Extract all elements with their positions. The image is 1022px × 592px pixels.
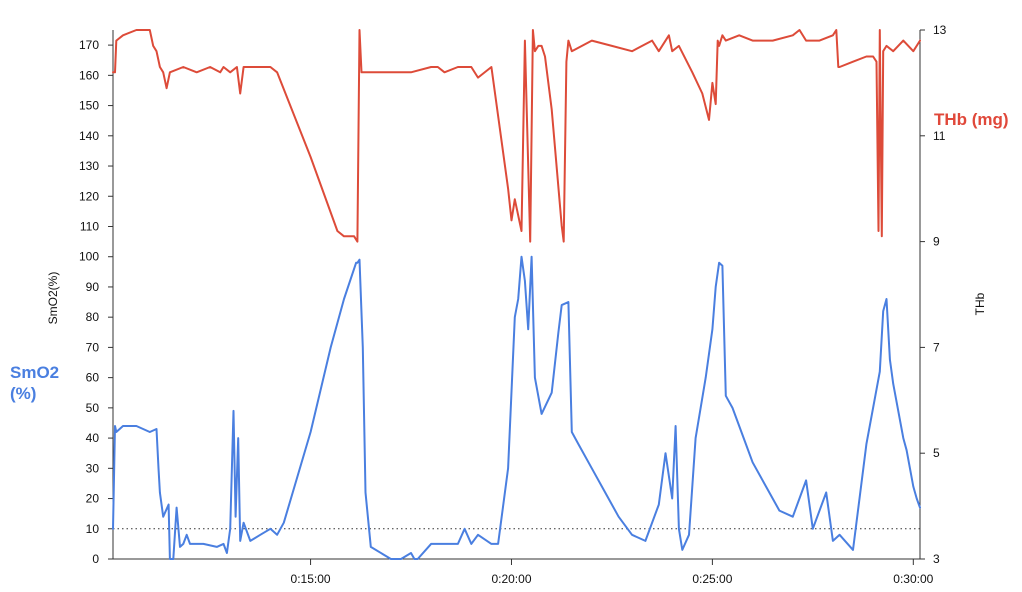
right-tick-label: 11: [933, 129, 946, 143]
right-tick-label: 7: [933, 340, 940, 354]
left-tick-label: 50: [86, 401, 100, 415]
left-tick-label: 40: [86, 431, 100, 445]
smo2-series-label: SmO2 (%): [10, 363, 60, 403]
right-tick-label: 3: [933, 552, 940, 566]
thb-series-label: THb (mg): [934, 110, 1009, 129]
left-tick-label: 160: [79, 68, 99, 82]
right-tick-label: 9: [933, 235, 940, 249]
left-tick-label: 150: [79, 99, 99, 113]
right-axis-title: THb: [973, 292, 987, 315]
left-tick-label: 10: [86, 522, 100, 536]
left-tick-label: 80: [86, 310, 100, 324]
smo2-series-line: [112, 255, 921, 560]
left-tick-label: 170: [79, 38, 99, 52]
left-tick-label: 70: [86, 340, 100, 354]
series-layer: [112, 29, 921, 560]
left-axis-title: SmO2(%): [46, 272, 60, 325]
left-tick-label: 130: [79, 159, 99, 173]
axes: 0 10 20 30 40 50 60 70 80 90 100 110 120 130 140 150 160…: [46, 23, 987, 586]
x-tick-label: 0:25:00: [692, 572, 732, 586]
x-tick-label: 0:30:00: [893, 572, 933, 586]
x-tick-label: 0:15:00: [291, 572, 331, 586]
thb-series-line: [112, 29, 921, 243]
left-tick-label: 110: [80, 219, 99, 233]
left-tick-label: 20: [86, 492, 100, 506]
left-tick-label: 120: [79, 189, 99, 203]
left-tick-label: 90: [86, 280, 100, 294]
left-tick-label: 0: [92, 552, 99, 566]
right-tick-label: 13: [933, 23, 947, 37]
x-tick-label: 0:20:00: [491, 572, 531, 586]
right-tick-label: 5: [933, 446, 940, 460]
left-tick-label: 140: [79, 129, 99, 143]
left-tick-label: 30: [86, 461, 100, 475]
left-tick-label: 100: [79, 250, 99, 264]
left-tick-label: 60: [86, 371, 100, 385]
